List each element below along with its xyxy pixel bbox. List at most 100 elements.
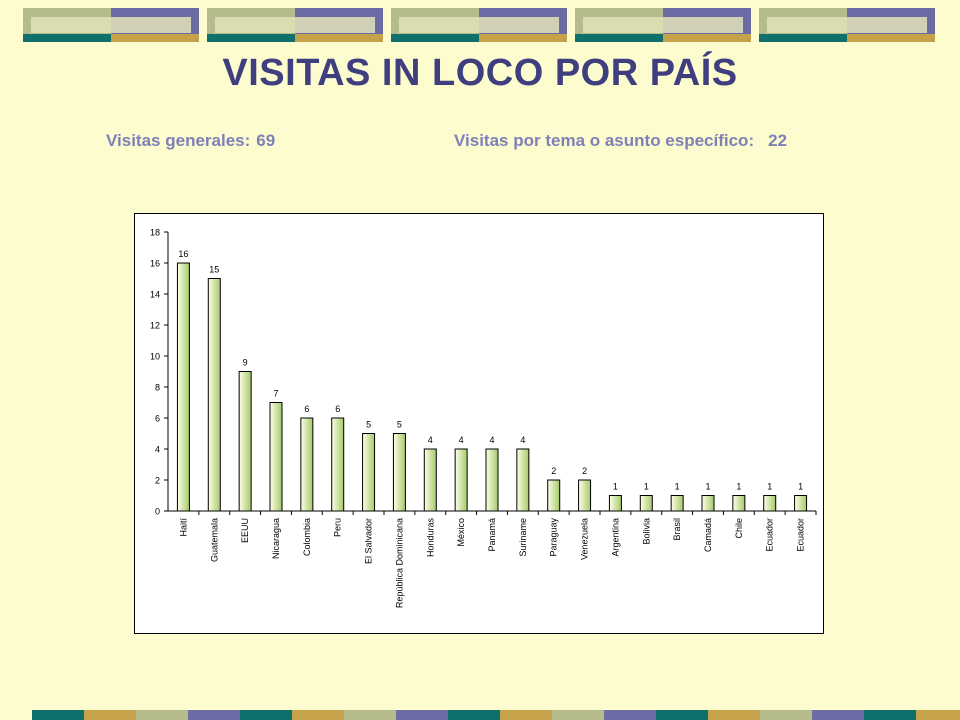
y-tick-label: 6	[155, 414, 160, 424]
bar	[732, 495, 746, 512]
bottom-decorative-band	[0, 710, 960, 720]
bottom-band-segment	[916, 710, 960, 720]
bottom-band-segment	[812, 710, 864, 720]
y-tick-label: 0	[155, 507, 160, 517]
bar-data-label: 15	[209, 265, 219, 275]
bar	[485, 448, 499, 512]
y-tick-label: 2	[155, 476, 160, 486]
bottom-band-segment	[604, 710, 656, 720]
bar	[608, 495, 622, 512]
bottom-band-segment	[760, 710, 812, 720]
x-category-label: Haití	[178, 518, 188, 537]
top-band-block	[575, 8, 751, 42]
y-tick-label: 10	[150, 352, 160, 362]
x-category-label: Paraguay	[549, 518, 559, 557]
bar-data-label: 5	[397, 420, 402, 430]
bar	[331, 417, 345, 512]
top-decorative-band	[0, 0, 960, 48]
bar-data-label: 1	[736, 482, 741, 492]
bottom-band-segment	[240, 710, 292, 720]
bar-data-label: 1	[644, 482, 649, 492]
bar-data-label: 4	[520, 435, 525, 445]
page-title: VISITAS IN LOCO POR PAÍS	[222, 52, 738, 94]
bottom-band-segment	[864, 710, 916, 720]
bar-data-label: 4	[489, 435, 494, 445]
chart-container: 0 2 4 6 8 10 12 14 16 18 16 Haití 15 Guatemala 9 EEUU 7 N…	[134, 213, 824, 634]
y-tick-label: 12	[150, 321, 160, 331]
y-tick-label: 16	[150, 259, 160, 269]
top-band-block	[207, 8, 383, 42]
bottom-band-segment	[708, 710, 760, 720]
bar	[516, 448, 530, 512]
bar	[238, 371, 252, 512]
y-tick-label: 14	[150, 290, 160, 300]
bar	[362, 433, 376, 512]
bar	[300, 417, 314, 512]
bottom-band-segment	[500, 710, 552, 720]
specific-visits-value: 22	[768, 131, 788, 150]
top-band-block	[23, 8, 199, 42]
x-category-label: Chile	[734, 518, 744, 539]
bar-data-label: 1	[705, 482, 710, 492]
bar-data-label: 1	[767, 482, 772, 492]
x-category-label: Brasil	[672, 518, 682, 541]
x-category-label: Argentina	[610, 518, 620, 557]
bottom-band-segment	[552, 710, 604, 720]
bar-data-label: 6	[304, 404, 309, 414]
bottom-band-segment	[84, 710, 136, 720]
x-category-label: Camadá	[703, 518, 713, 552]
bar	[454, 448, 468, 512]
x-category-label: Nicaragua	[271, 518, 281, 559]
general-visits-value: 69	[256, 131, 276, 150]
bar	[392, 433, 406, 512]
bar-data-label: 1	[798, 482, 803, 492]
bar-data-label: 7	[273, 389, 278, 399]
y-tick-label: 8	[155, 383, 160, 393]
top-band-block	[759, 8, 935, 42]
bar	[763, 495, 777, 512]
bar-data-label: 4	[428, 435, 433, 445]
bar	[578, 479, 592, 512]
bar-data-label: 4	[459, 435, 464, 445]
bottom-band-segment	[32, 710, 84, 720]
x-category-label: Honduras	[425, 518, 435, 558]
x-category-label: EEUU	[240, 518, 250, 543]
bottom-band-segment	[448, 710, 500, 720]
x-category-label: Guatemala	[209, 518, 219, 562]
bar	[639, 495, 653, 512]
x-category-label: Suriname	[518, 518, 528, 557]
bar	[269, 402, 283, 512]
bottom-band-segment	[188, 710, 240, 720]
bar	[794, 495, 808, 512]
specific-visits-stat: Visitas por tema o asunto específico: 22	[454, 131, 787, 151]
specific-visits-label: Visitas por tema o asunto específico:	[454, 131, 755, 150]
general-visits-stat: Visitas generales: 69	[106, 131, 275, 151]
bottom-band-segment	[396, 710, 448, 720]
bar-data-label: 16	[178, 249, 188, 259]
bar-data-label: 9	[243, 358, 248, 368]
general-visits-label: Visitas generales:	[106, 131, 251, 150]
x-category-label: Peru	[333, 518, 343, 537]
x-category-label: Panamá	[487, 518, 497, 552]
bar	[176, 262, 190, 512]
x-category-label: El Salvador	[364, 518, 374, 564]
top-band-block	[391, 8, 567, 42]
x-category-label: República Dominicana	[394, 518, 404, 608]
bar-data-label: 2	[551, 466, 556, 476]
bar	[207, 278, 221, 512]
bottom-band-segment	[136, 710, 188, 720]
bar-data-label: 5	[366, 420, 371, 430]
bar	[423, 448, 437, 512]
bar-data-label: 2	[582, 466, 587, 476]
bottom-band-segment	[344, 710, 396, 720]
x-category-label: Venezuela	[580, 518, 590, 560]
bottom-band-segment	[656, 710, 708, 720]
bar	[547, 479, 561, 512]
bar-data-label: 1	[613, 482, 618, 492]
y-tick-label: 4	[155, 445, 160, 455]
bar-data-label: 1	[675, 482, 680, 492]
x-category-label: Ecuador	[796, 518, 806, 552]
bottom-band-segment	[292, 710, 344, 720]
bar-chart: 02468101214161816Haití15Guatemala9EEUU7N…	[150, 228, 817, 608]
x-category-label: Ecuador	[765, 518, 775, 552]
